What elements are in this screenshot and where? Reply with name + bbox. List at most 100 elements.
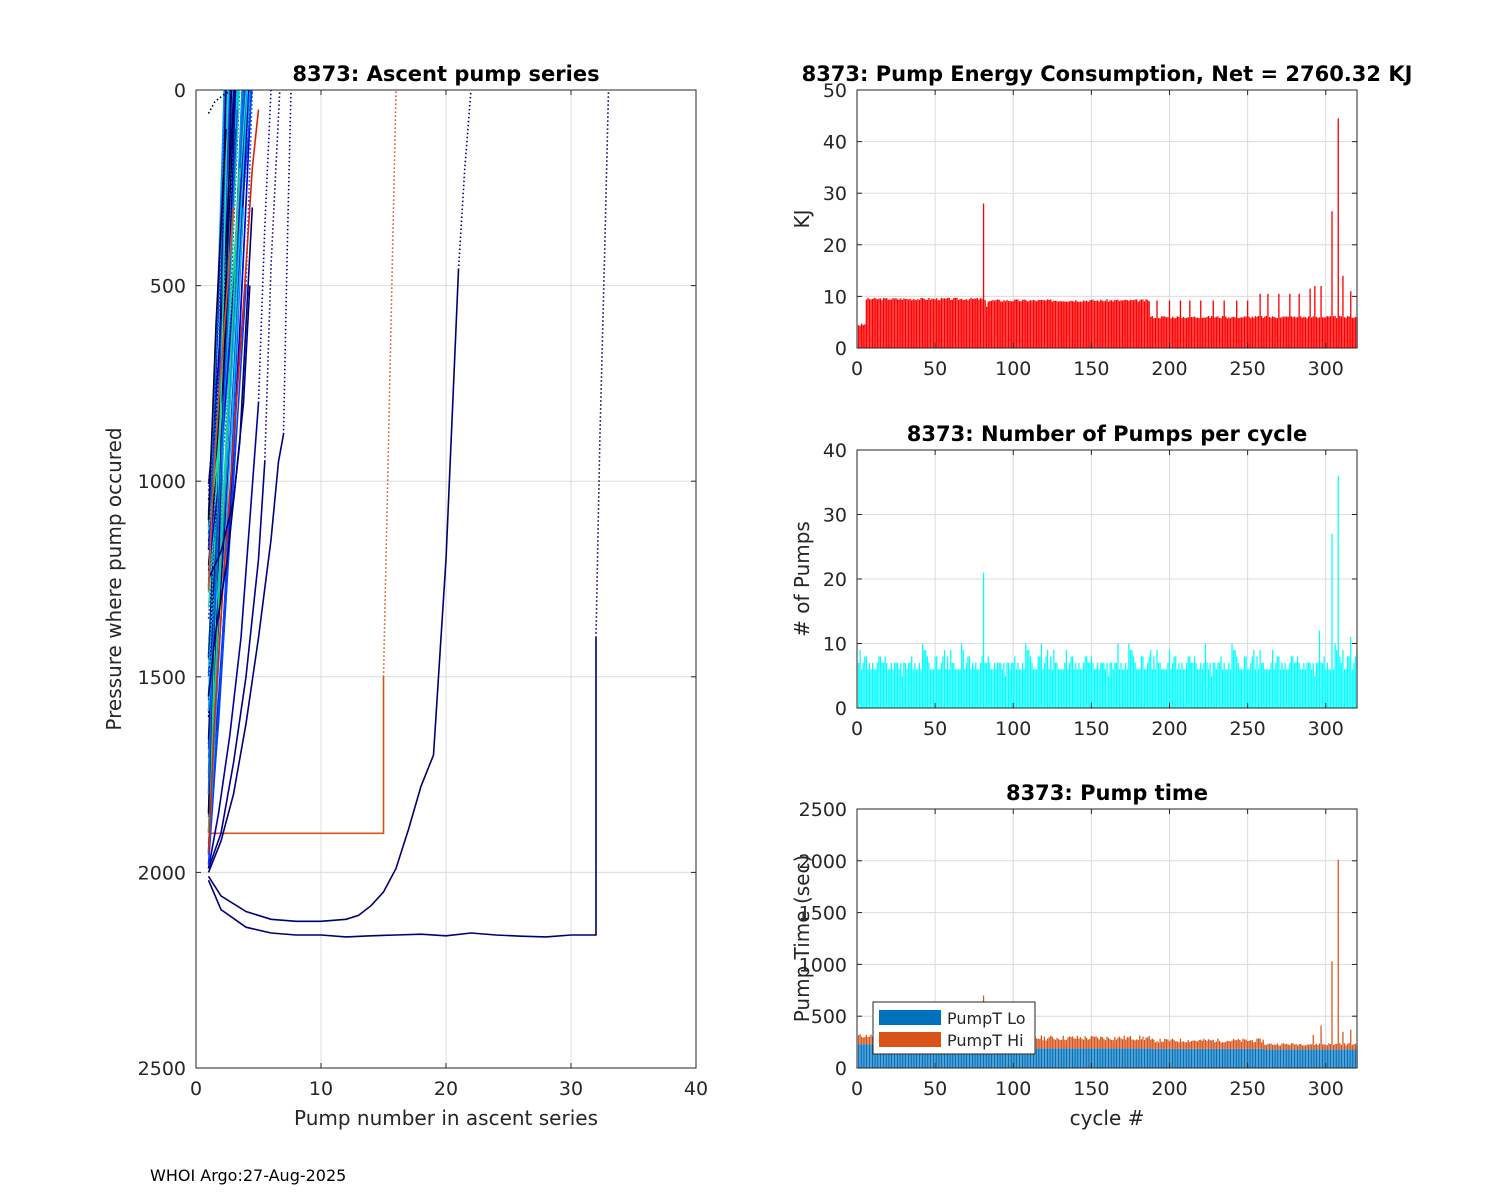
energy-bar bbox=[1276, 318, 1278, 348]
pumptime-lo-bar bbox=[912, 1044, 914, 1068]
energy-bar bbox=[1318, 317, 1321, 348]
pumps-bar bbox=[1222, 669, 1224, 708]
pumptime-lo-bar bbox=[1231, 1048, 1233, 1068]
pumptime-hi-bar bbox=[1123, 1035, 1125, 1049]
pumptime-lo-bar bbox=[1006, 1048, 1008, 1068]
pumptime-lo-bar bbox=[1234, 1048, 1236, 1068]
pumps-bar bbox=[1100, 662, 1102, 708]
pumps-bar bbox=[1151, 669, 1153, 708]
pumptime-lo-bar bbox=[1254, 1048, 1257, 1068]
pumps-bar bbox=[1059, 669, 1061, 708]
pumps-bar bbox=[895, 662, 897, 708]
energy-bar bbox=[965, 299, 968, 348]
energy-bar bbox=[934, 299, 936, 348]
pumps-bar bbox=[1142, 656, 1144, 708]
pumptime-lo-bar bbox=[1314, 1049, 1316, 1068]
pumptime-lo-bar bbox=[1162, 1048, 1164, 1068]
pumptime-lo-bar bbox=[918, 1044, 921, 1068]
pumps-bar bbox=[1145, 669, 1147, 708]
energy-bar bbox=[1121, 300, 1124, 348]
energy-bar bbox=[1009, 300, 1011, 348]
energy-bar bbox=[1193, 316, 1196, 348]
pumptime-lo-bar bbox=[1148, 1048, 1150, 1068]
energy-bar bbox=[946, 297, 949, 348]
pumptime-hi-bar bbox=[1301, 1045, 1303, 1050]
pumptime-lo-bar bbox=[1303, 1049, 1305, 1068]
pumptime-hi-bar bbox=[1292, 1043, 1294, 1050]
pumptime-hi-bar bbox=[1036, 1038, 1038, 1049]
pumptime-lo-bar bbox=[1029, 1048, 1032, 1068]
x-tick-label: 150 bbox=[1073, 1078, 1109, 1100]
pumptime-lo-bar bbox=[1034, 1048, 1036, 1068]
energy-bar bbox=[1020, 301, 1022, 348]
pumptime-lo-bar bbox=[957, 1044, 960, 1068]
pumps-bar bbox=[964, 669, 966, 708]
energy-bar bbox=[1234, 317, 1236, 348]
pumptime-lo-bar bbox=[868, 1044, 871, 1068]
pumptime-hi-bar bbox=[1278, 1045, 1280, 1050]
pumptime-lo-bar bbox=[1132, 1048, 1135, 1068]
energy-bar bbox=[1262, 318, 1264, 348]
pumptime-hi-bar bbox=[1207, 1039, 1210, 1049]
energy-bar bbox=[1225, 316, 1227, 348]
pumps-bar bbox=[1095, 669, 1097, 708]
pumps-bar bbox=[1187, 656, 1189, 708]
energy-bar bbox=[1103, 301, 1105, 348]
pumptime-hi-bar bbox=[1114, 1037, 1116, 1049]
energy-bar bbox=[950, 299, 952, 348]
pumptime-lo-bar bbox=[967, 1044, 969, 1068]
energy-bar bbox=[1011, 301, 1013, 348]
energy-bar bbox=[870, 299, 872, 348]
energy-bar bbox=[917, 299, 919, 348]
pumps-bar bbox=[1215, 669, 1217, 708]
axes-frame bbox=[856, 89, 1358, 349]
energy-bar bbox=[1275, 317, 1277, 348]
energy-bar bbox=[1270, 317, 1272, 348]
pumps-bar bbox=[1204, 643, 1207, 708]
pumptime-lo-bar bbox=[1173, 1048, 1175, 1068]
pumptime-lo-bar bbox=[907, 1044, 910, 1068]
energy-bar bbox=[1281, 316, 1283, 348]
pumps-bar bbox=[1300, 669, 1302, 708]
pumptime-lo-bar bbox=[1036, 1048, 1038, 1068]
pumps-bar bbox=[920, 669, 922, 708]
energy-bar bbox=[1282, 316, 1285, 348]
pumptime-lo-bar bbox=[1206, 1048, 1208, 1068]
pumptime-lo-bar bbox=[1098, 1048, 1100, 1068]
energy-bar bbox=[1067, 301, 1069, 348]
energy-bar bbox=[862, 325, 864, 348]
pumptime-hi-bar bbox=[1225, 1041, 1227, 1049]
pumptime-hi-bar bbox=[1237, 1038, 1239, 1049]
energy-bar bbox=[1306, 318, 1308, 348]
pumps-bar bbox=[912, 669, 914, 708]
energy-bar bbox=[879, 298, 882, 348]
pumptime-lo-bar bbox=[1084, 1048, 1086, 1068]
y-tick-label: 10 bbox=[823, 634, 847, 656]
pumps-bar bbox=[1111, 662, 1113, 708]
energy-bar bbox=[901, 300, 903, 348]
pumptime-lo-bar bbox=[1237, 1048, 1239, 1068]
pumps-bar bbox=[1287, 669, 1289, 708]
pumptime-hi-bar bbox=[1290, 1043, 1292, 1050]
pumptime-lo-bar bbox=[1242, 1048, 1244, 1068]
pumps-bar bbox=[1170, 669, 1172, 708]
pumptime-hi-bar bbox=[1159, 1038, 1161, 1049]
pumps-bar bbox=[1050, 656, 1052, 708]
energy-bar bbox=[987, 301, 989, 348]
energy-bar bbox=[1162, 316, 1164, 348]
energy-bar bbox=[895, 298, 897, 348]
pumptime-hi-bar bbox=[1261, 1042, 1263, 1049]
pumptime-hi-bar bbox=[1253, 1042, 1255, 1049]
pumptime-lo-bar bbox=[1167, 1048, 1169, 1068]
pumptime-lo-bar bbox=[1037, 1048, 1039, 1068]
energy-bar bbox=[1207, 315, 1210, 348]
energy-bar bbox=[1123, 300, 1125, 348]
pumps-bar bbox=[1301, 669, 1303, 708]
pumps-bar bbox=[1061, 669, 1063, 708]
pumptime-hi-bar bbox=[1142, 1036, 1144, 1049]
pumps-bar bbox=[1276, 656, 1278, 708]
pumps-bar bbox=[1257, 669, 1260, 708]
pumptime-lo-bar bbox=[906, 1044, 908, 1068]
pumps-bar bbox=[942, 656, 944, 708]
pumptime-hi-bar bbox=[1061, 1039, 1063, 1049]
